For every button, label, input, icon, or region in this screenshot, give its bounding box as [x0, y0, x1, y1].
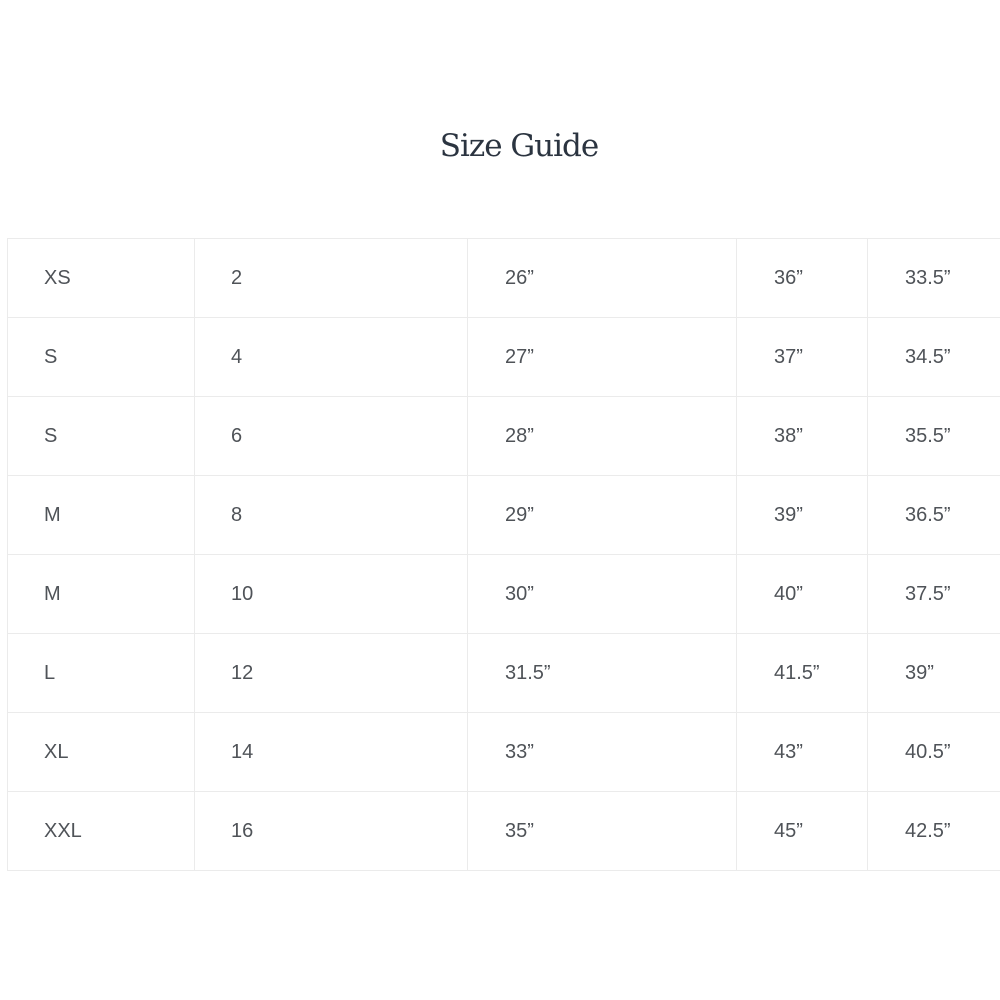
hip-cell: 33.5”	[867, 238, 1000, 318]
us-size-cell: 16	[194, 791, 468, 871]
bust-cell: 36”	[736, 238, 868, 318]
waist-cell: 35”	[467, 791, 737, 871]
waist-cell: 30”	[467, 554, 737, 634]
hip-cell: 36.5”	[867, 475, 1000, 555]
waist-cell: 31.5”	[467, 633, 737, 713]
bust-cell: 45”	[736, 791, 868, 871]
hip-cell: 39”	[867, 633, 1000, 713]
bust-cell: 41.5”	[736, 633, 868, 713]
table-row: L 12 31.5” 41.5” 39”	[7, 633, 1000, 713]
us-size-cell: 12	[194, 633, 468, 713]
us-size-cell: 14	[194, 712, 468, 792]
size-cell: XS	[7, 238, 195, 318]
waist-cell: 29”	[467, 475, 737, 555]
page-title: Size Guide	[439, 128, 600, 164]
waist-cell: 33”	[467, 712, 737, 792]
bust-cell: 38”	[736, 396, 868, 476]
hip-cell: 35.5”	[867, 396, 1000, 476]
size-cell: XXL	[7, 791, 195, 871]
us-size-cell: 8	[194, 475, 468, 555]
waist-cell: 26”	[467, 238, 737, 318]
size-cell: M	[7, 554, 195, 634]
table-row: S 4 27” 37” 34.5”	[7, 317, 1000, 397]
bust-cell: 39”	[736, 475, 868, 555]
size-cell: M	[7, 475, 195, 555]
waist-cell: 27”	[467, 317, 737, 397]
us-size-cell: 4	[194, 317, 468, 397]
bust-cell: 37”	[736, 317, 868, 397]
bust-cell: 43”	[736, 712, 868, 792]
table-row: M 8 29” 39” 36.5”	[7, 475, 1000, 555]
size-cell: S	[7, 317, 195, 397]
table-row: XXL 16 35” 45” 42.5”	[7, 791, 1000, 871]
table-row: M 10 30” 40” 37.5”	[7, 554, 1000, 634]
size-cell: S	[7, 396, 195, 476]
size-cell: L	[7, 633, 195, 713]
us-size-cell: 6	[194, 396, 468, 476]
size-guide-table: XS 2 26” 36” 33.5” S 4 27” 37” 34.5” S 6 28” 38” 35.5”…	[7, 238, 1000, 871]
hip-cell: 42.5”	[867, 791, 1000, 871]
size-cell: XL	[7, 712, 195, 792]
us-size-cell: 2	[194, 238, 468, 318]
hip-cell: 34.5”	[867, 317, 1000, 397]
table-row: XS 2 26” 36” 33.5”	[7, 238, 1000, 318]
hip-cell: 40.5”	[867, 712, 1000, 792]
us-size-cell: 10	[194, 554, 468, 634]
bust-cell: 40”	[736, 554, 868, 634]
hip-cell: 37.5”	[867, 554, 1000, 634]
table-row: S 6 28” 38” 35.5”	[7, 396, 1000, 476]
table-row: XL 14 33” 43” 40.5”	[7, 712, 1000, 792]
waist-cell: 28”	[467, 396, 737, 476]
